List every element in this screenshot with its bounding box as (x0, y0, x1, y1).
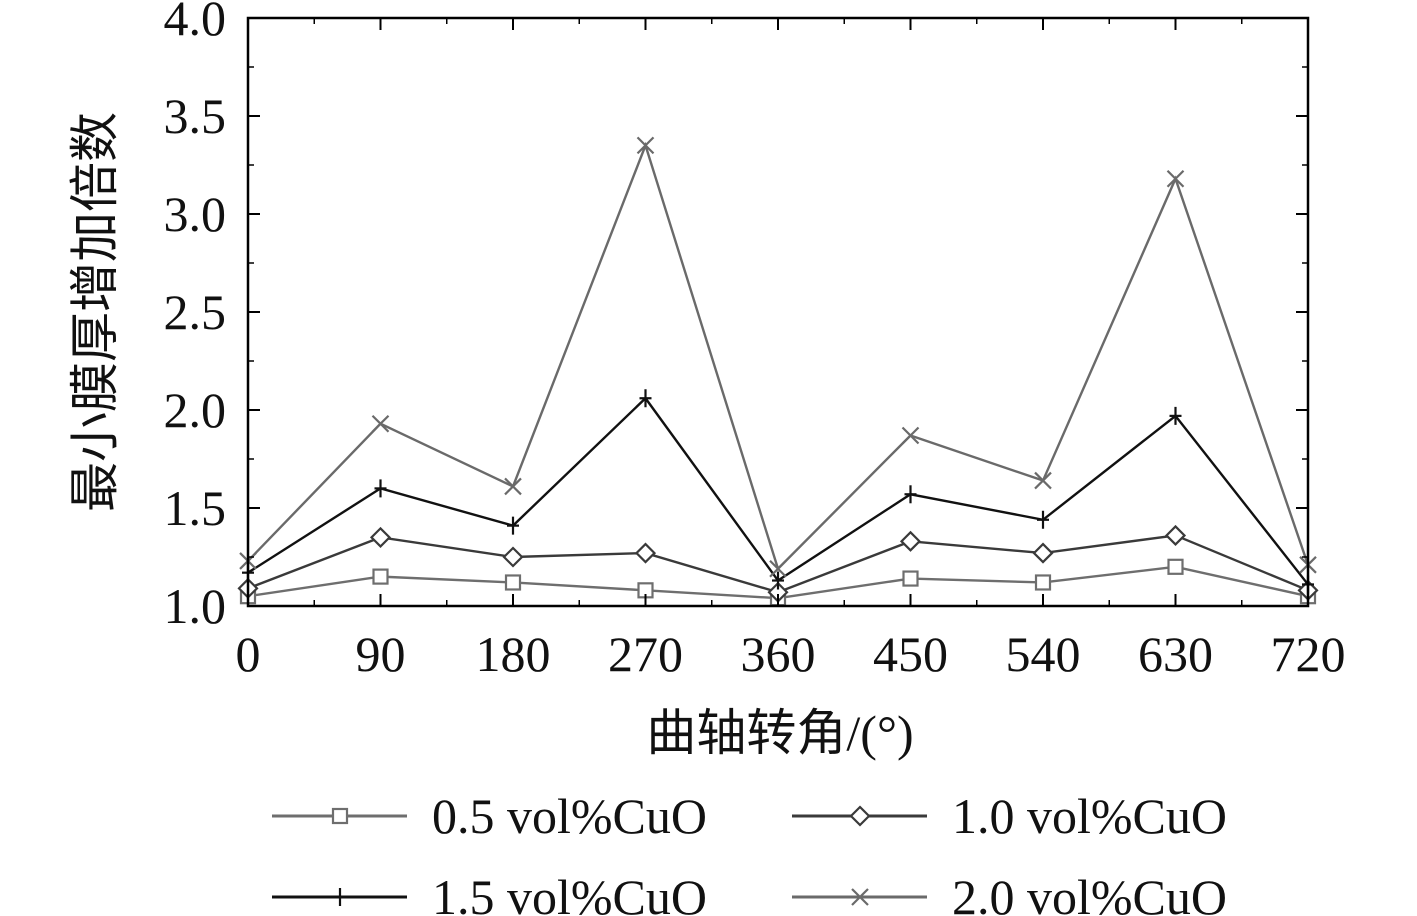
series-4-point (1034, 471, 1052, 490)
y-tick-label: 4.0 (164, 0, 227, 46)
y-axis-title: 最小膜厚增加倍数 (67, 112, 123, 512)
legend-marker (849, 805, 871, 827)
legend: 0.5 vol%CuO 1.0 vol%CuO 1.5 vol%CuO 2.0 vol… (272, 788, 1227, 916)
series-4-point (636, 136, 655, 155)
legend-label: 0.5 vol%CuO (432, 788, 707, 844)
legend-item-1: 0.5 vol%CuO (272, 788, 707, 844)
series-1-point (504, 574, 522, 591)
x-axis-title: 曲轴转角/(°) (646, 705, 913, 761)
series-2-point (634, 542, 657, 564)
x-tick-label: 450 (873, 626, 948, 682)
legend-item-4: 2.0 vol%CuO (792, 869, 1227, 916)
x-tick-label: 540 (1006, 626, 1081, 682)
series-1-point (1034, 574, 1052, 591)
plot-area (237, 136, 1319, 607)
legend-item-2: 1.0 vol%CuO (792, 788, 1227, 844)
series-3-point (1169, 406, 1182, 425)
series-4-point (769, 559, 787, 578)
series-4-point (504, 477, 522, 496)
series-line-4 (247, 141, 1310, 572)
legend-marker (331, 807, 349, 825)
y-tick-label: 2.0 (164, 382, 227, 438)
series-1-point (372, 568, 389, 585)
x-tick-label: 630 (1138, 626, 1213, 682)
x-tick-label: 0 (236, 626, 261, 682)
series-3-point (1037, 510, 1049, 529)
legend-item-3: 1.5 vol%CuO (272, 869, 707, 916)
axes: 0 90 180 270 360 450 540 630 720 1.0 1.5 2.0 2.5 3.0 3… (164, 0, 1346, 682)
y-tick-label: 3.5 (164, 88, 227, 144)
legend-marker (851, 888, 869, 906)
series-2-point (1032, 542, 1054, 564)
y-tick-label: 2.5 (164, 284, 227, 340)
plot-frame (246, 16, 1310, 608)
series-2-point (502, 546, 524, 568)
y-tick-label: 1.5 (164, 480, 227, 536)
series-4-point (1166, 169, 1185, 188)
y-tick-label: 1.0 (164, 578, 227, 634)
x-tick-label: 180 (476, 626, 551, 682)
series-3-point (374, 479, 387, 498)
series-3-point (904, 485, 917, 504)
x-tick-label: 270 (608, 626, 683, 682)
series-line-3 (247, 396, 1309, 586)
series-2-point (899, 530, 922, 552)
series-3-point (639, 389, 652, 408)
series-2-point (369, 526, 392, 548)
legend-label: 1.0 vol%CuO (952, 788, 1227, 844)
series-1-point (902, 570, 919, 587)
series-3-point (507, 516, 519, 535)
series-4-point (371, 414, 390, 433)
series-3-point (772, 571, 784, 590)
legend-label: 2.0 vol%CuO (952, 869, 1227, 916)
legend-marker (334, 888, 346, 906)
series-1-point (1167, 558, 1184, 575)
legend-label: 1.5 vol%CuO (432, 869, 707, 916)
y-tick-label: 3.0 (164, 186, 227, 242)
x-tick-label: 720 (1271, 626, 1346, 682)
series-4-point (901, 426, 920, 445)
x-tick-label: 360 (741, 626, 816, 682)
x-tick-label: 90 (356, 626, 406, 682)
series-2-point (1164, 524, 1187, 546)
